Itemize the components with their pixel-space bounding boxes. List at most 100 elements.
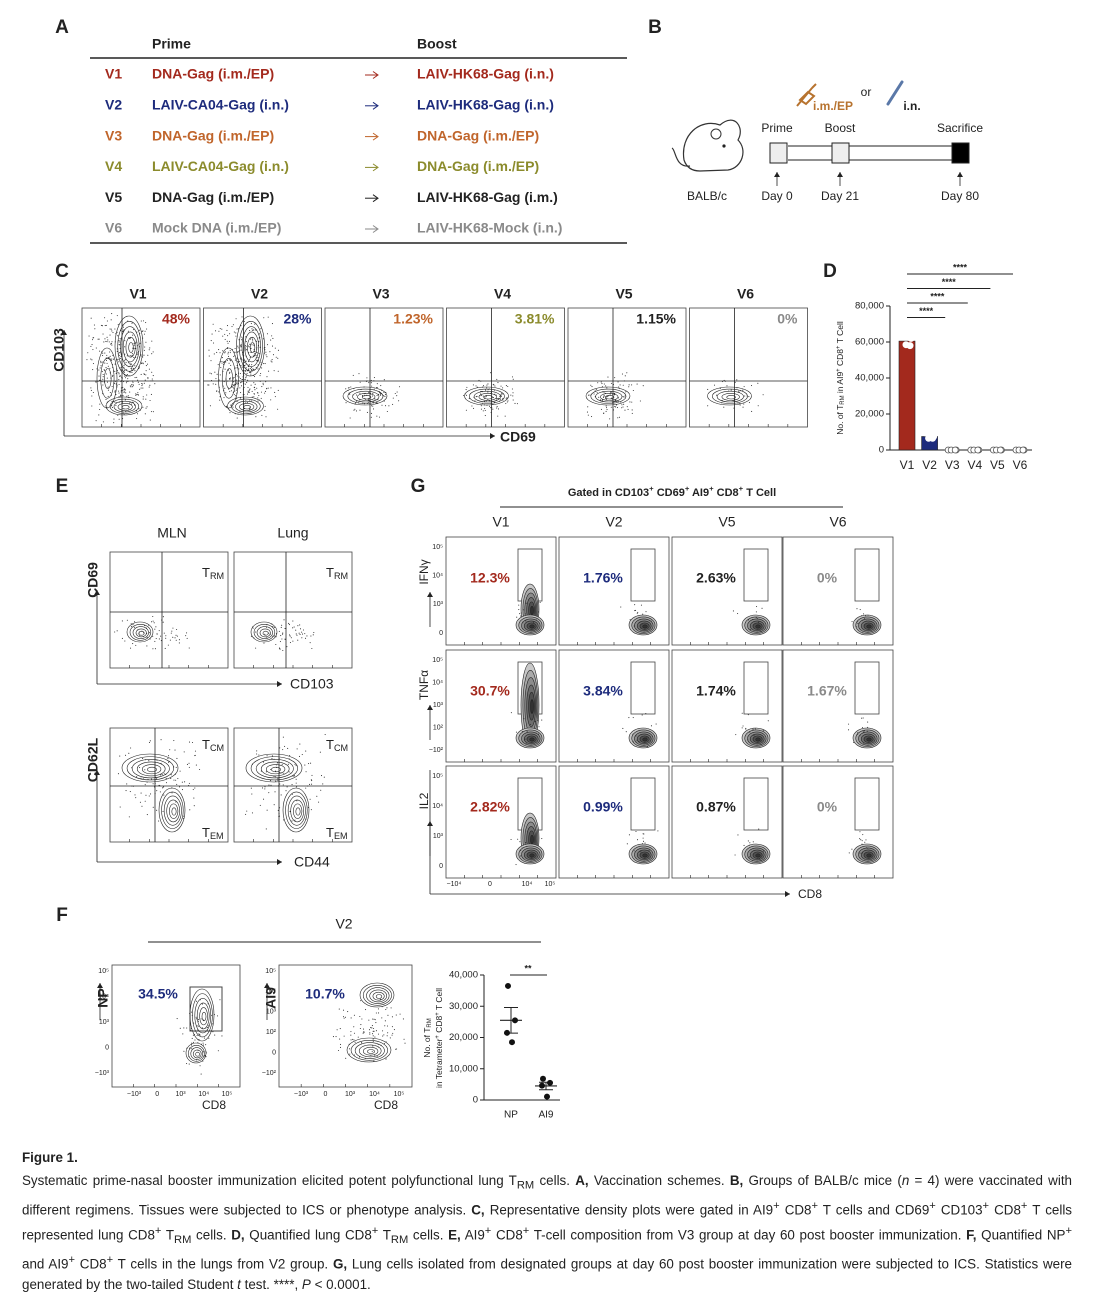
event-dot (250, 635, 252, 637)
event-dot (154, 648, 156, 650)
point (547, 1079, 553, 1086)
event-dot (856, 608, 858, 610)
event-dot (492, 397, 494, 399)
event-dot (274, 391, 276, 394)
percent: 1.74% (696, 683, 736, 699)
contour (239, 402, 255, 411)
event-dot (205, 1052, 208, 1054)
event-dot (867, 614, 869, 616)
event-dot (713, 384, 716, 386)
event-dot (212, 383, 214, 385)
event-dot (234, 352, 236, 354)
text-part: T (326, 737, 334, 752)
event-dot (229, 371, 231, 373)
event-dot (639, 850, 641, 852)
event-dot (258, 394, 260, 397)
caption-text: A, (575, 1172, 589, 1188)
event-dot (287, 763, 289, 765)
event-dot (621, 404, 623, 406)
event-dot (140, 387, 142, 389)
event-dot (634, 610, 636, 612)
event-dot (145, 370, 147, 372)
event-dot (646, 746, 649, 748)
event-dot (496, 407, 498, 409)
event-dot (355, 394, 358, 396)
event-dot (127, 395, 129, 397)
event-dot (197, 1049, 199, 1051)
event-dot (603, 383, 605, 385)
event-dot (492, 408, 494, 410)
event-dot (156, 790, 158, 792)
event-dot (233, 331, 235, 333)
event-dot (130, 363, 132, 365)
event-dot (206, 1029, 208, 1031)
contour (271, 766, 281, 773)
event-dot (111, 359, 113, 361)
caption-text: Quantified NP (976, 1227, 1066, 1243)
contour (105, 396, 143, 416)
text-part: + (709, 484, 714, 493)
event-dot (171, 630, 173, 632)
event-dot (232, 384, 234, 387)
event-dot (350, 386, 352, 388)
contour (138, 630, 145, 636)
contour (292, 803, 303, 819)
event-dot (294, 763, 296, 765)
event-dot (737, 612, 739, 615)
percent: 48% (162, 311, 191, 327)
event-dot (222, 350, 224, 352)
event-dot (150, 393, 152, 395)
event-dot (114, 391, 116, 393)
event-dot (463, 394, 465, 397)
event-dot (208, 349, 210, 351)
x-tick-label: 10³ (175, 1091, 186, 1098)
contour (235, 400, 258, 413)
event-dot (114, 631, 116, 633)
event-dot (218, 349, 220, 351)
y-tick-label: 10,000 (449, 1063, 478, 1074)
event-dot (176, 635, 178, 637)
event-dot (165, 635, 167, 637)
event-dot (535, 619, 537, 621)
event-dot (222, 335, 224, 337)
event-dot (286, 646, 288, 648)
event-dot (150, 778, 152, 780)
event-dot (100, 324, 102, 326)
plot-frame (111, 964, 241, 1088)
event-dot (102, 354, 104, 357)
event-dot (275, 780, 277, 782)
caption-text: RM (516, 1179, 535, 1192)
event-dot (375, 402, 377, 404)
text-part: T (202, 825, 210, 840)
event-dot (507, 385, 509, 388)
event-dot (396, 395, 398, 397)
event-dot (316, 795, 318, 797)
event-dot (295, 633, 297, 635)
event-dot (301, 637, 303, 639)
contour (241, 326, 261, 367)
event-dot (150, 621, 153, 623)
event-dot (277, 778, 279, 780)
event-dot (859, 831, 861, 833)
event-dot (245, 341, 247, 343)
event-dot (132, 383, 134, 385)
event-dot (126, 369, 128, 371)
event-dot (101, 381, 103, 383)
event-dot (251, 369, 253, 371)
quadrant-label: TRM (202, 565, 224, 581)
text-part: T (202, 737, 210, 752)
event-dot (505, 398, 507, 400)
event-dot (224, 351, 226, 353)
event-dot (203, 1019, 205, 1021)
contour (250, 621, 278, 643)
caption-text: CD8 (491, 1227, 523, 1243)
event-dot (381, 404, 383, 406)
event-dot (375, 1012, 377, 1014)
event-dot (239, 377, 241, 380)
event-dot (195, 1059, 198, 1061)
event-dot (247, 361, 249, 363)
event-dot (98, 375, 100, 377)
event-dot (197, 1018, 200, 1021)
event-dot (130, 386, 132, 388)
event-dot (161, 773, 163, 776)
